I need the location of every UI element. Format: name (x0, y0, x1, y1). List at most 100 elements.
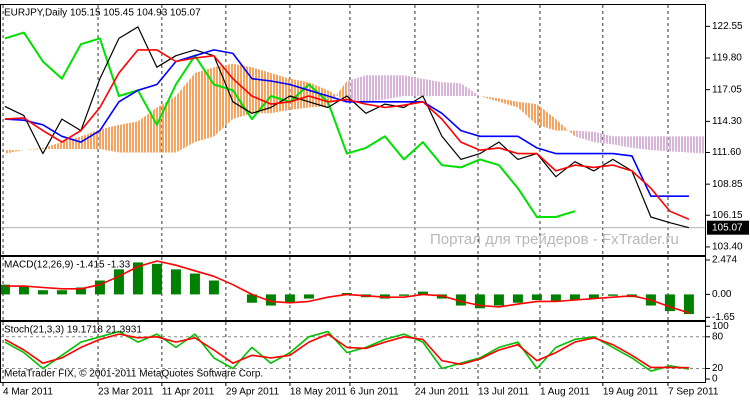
y-tick-label: 20 (712, 363, 724, 374)
panel-title: EURJPY,Daily 105.15 105.45 104.93 105.07 (4, 8, 201, 19)
cloud-segment (365, 75, 385, 102)
cloud-segment (346, 75, 366, 102)
macd-bar (417, 291, 428, 295)
cloud-segment (175, 72, 195, 153)
macd-bar (170, 269, 181, 295)
macd-bar (189, 273, 200, 295)
x-tick-label: 6 Jun 2011 (350, 387, 399, 398)
macd-bar (664, 294, 675, 312)
macd-bar (94, 280, 105, 295)
panel-frame (0, 4, 706, 256)
current-price-box (707, 220, 749, 235)
y-tick-label: 103.40 (712, 242, 743, 253)
y-tick-label: 100 (712, 321, 729, 332)
panel-title: MACD(12,26,9) -1.415 -1.33 (4, 260, 131, 271)
macd-bar (531, 294, 542, 300)
cloud-segment (612, 136, 632, 148)
y-tick-label: 111.60 (712, 147, 742, 158)
cloud-segment (631, 136, 651, 151)
copyright: MetaTrader FIX, © 2001-2011 MetaQuotes S… (4, 369, 263, 380)
x-tick-label: 1 Aug 2011 (540, 387, 590, 398)
x-tick-label: 18 May 2011 (290, 387, 348, 398)
cloud-segment (23, 147, 43, 151)
macd-bar (303, 294, 314, 299)
signal-line (4, 260, 690, 314)
panel-frame (0, 256, 706, 321)
y-tick-label: 117.05 (712, 84, 742, 95)
y-tick-label: 114.30 (712, 116, 742, 127)
macd-bar (569, 294, 580, 300)
macd-bar (683, 294, 694, 315)
cloud-segment (118, 121, 138, 153)
cloud-segment (61, 136, 81, 150)
macd-bar (0, 284, 10, 295)
panel-ichimoku (0, 5, 706, 255)
cloud-segment (688, 136, 706, 154)
macd-bar (18, 286, 29, 295)
panel-title: Stoch(21,3,3) 19.1718 21.3931 (4, 325, 142, 336)
watermark: Портал для трейдеров - FxTrader.ru (430, 231, 679, 248)
kijun-line (4, 49, 689, 197)
cloud-segment (156, 96, 176, 153)
cloud-segment (460, 83, 480, 97)
macd-bar (132, 262, 143, 295)
y-tick-label: 0 (712, 374, 718, 385)
cloud-segment (536, 104, 556, 131)
x-tick-label: 19 Aug 2011 (603, 387, 659, 398)
x-tick-label: 7 Sep 2011 (668, 387, 719, 398)
macd-bar (588, 294, 599, 299)
x-tick-label: 4 Mar 2011 (3, 387, 53, 398)
macd-bar (56, 290, 67, 295)
panel-frame (0, 321, 706, 383)
macd-bar (493, 294, 504, 306)
current-price-label: 105.07 (712, 222, 743, 233)
cloud-segment (498, 98, 518, 108)
cloud-segment (555, 119, 575, 137)
cloud-segment (441, 82, 461, 97)
tenkan-line (4, 49, 690, 221)
macd-bar (151, 263, 162, 295)
macd-bar (398, 294, 409, 296)
cloud-segment (42, 142, 62, 150)
macd-bar (208, 280, 219, 295)
cloud-segment (213, 63, 233, 137)
x-tick-label: 23 Mar 2011 (98, 387, 154, 398)
cloud-segment (194, 67, 214, 143)
cloud-segment (650, 136, 670, 152)
macd-bar (512, 294, 523, 303)
y-tick-label: -1.65 (712, 312, 735, 323)
y-tick-label: 122.55 (712, 21, 743, 32)
cloud-segment (593, 131, 613, 145)
y-tick-label: 108.85 (712, 179, 743, 190)
macd-bar (474, 294, 485, 309)
main-line (4, 330, 690, 372)
macd-bar (284, 294, 295, 303)
cloud-segment (327, 81, 347, 107)
cloud-segment (479, 96, 499, 102)
macd-bar (550, 294, 561, 302)
x-tick-label: 29 Apr 2011 (226, 387, 280, 398)
macd-bar (265, 294, 276, 306)
x-tick-label: 24 Jun 2011 (415, 387, 470, 398)
macd-bar (37, 290, 48, 295)
panel-stochastic: MetaTrader FIX, © 2001-2011 MetaQuotes S… (0, 322, 706, 382)
macd-bar (246, 294, 257, 303)
cloud-segment (517, 101, 537, 125)
panel-macd (0, 257, 694, 320)
cloud-segment (669, 136, 689, 153)
cloud-segment (384, 75, 404, 100)
y-tick-label: 119.80 (712, 53, 742, 64)
macd-bar (113, 269, 124, 295)
y-tick-label: 80 (712, 331, 724, 342)
cloud-segment (403, 75, 423, 97)
y-tick-label: 2.474 (712, 255, 737, 266)
signal-line (4, 333, 689, 369)
x-tick-label: 13 Jul 2011 (478, 387, 529, 398)
macd-bar (75, 287, 86, 295)
cloud-segment (99, 124, 119, 153)
cloud-segment (137, 107, 157, 153)
cloud-segment (4, 150, 24, 154)
cloud-segment (574, 130, 594, 143)
